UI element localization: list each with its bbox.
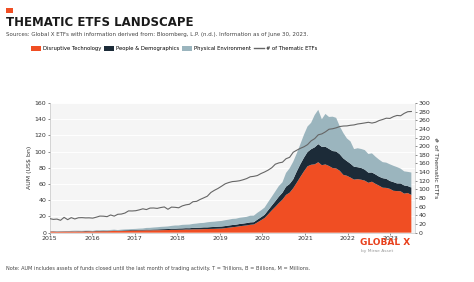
Text: GLOBAL X: GLOBAL X — [360, 238, 410, 247]
Legend: Disruptive Technology, People & Demographics, Physical Environment, # of Themati: Disruptive Technology, People & Demograp… — [31, 46, 317, 51]
Text: THEMATIC ETFS LANDSCAPE: THEMATIC ETFS LANDSCAPE — [6, 16, 193, 28]
Text: by Mirae Asset: by Mirae Asset — [361, 249, 393, 253]
Text: Sources: Global X ETFs with information derived from: Bloomberg, L.P. (n.d.). In: Sources: Global X ETFs with information … — [6, 32, 308, 38]
Y-axis label: # of Thematic ETFs: # of Thematic ETFs — [433, 137, 438, 199]
Text: Note: AUM includes assets of funds closed until the last month of trading activi: Note: AUM includes assets of funds close… — [6, 266, 310, 272]
Y-axis label: AUM (US$ bn): AUM (US$ bn) — [27, 146, 32, 190]
